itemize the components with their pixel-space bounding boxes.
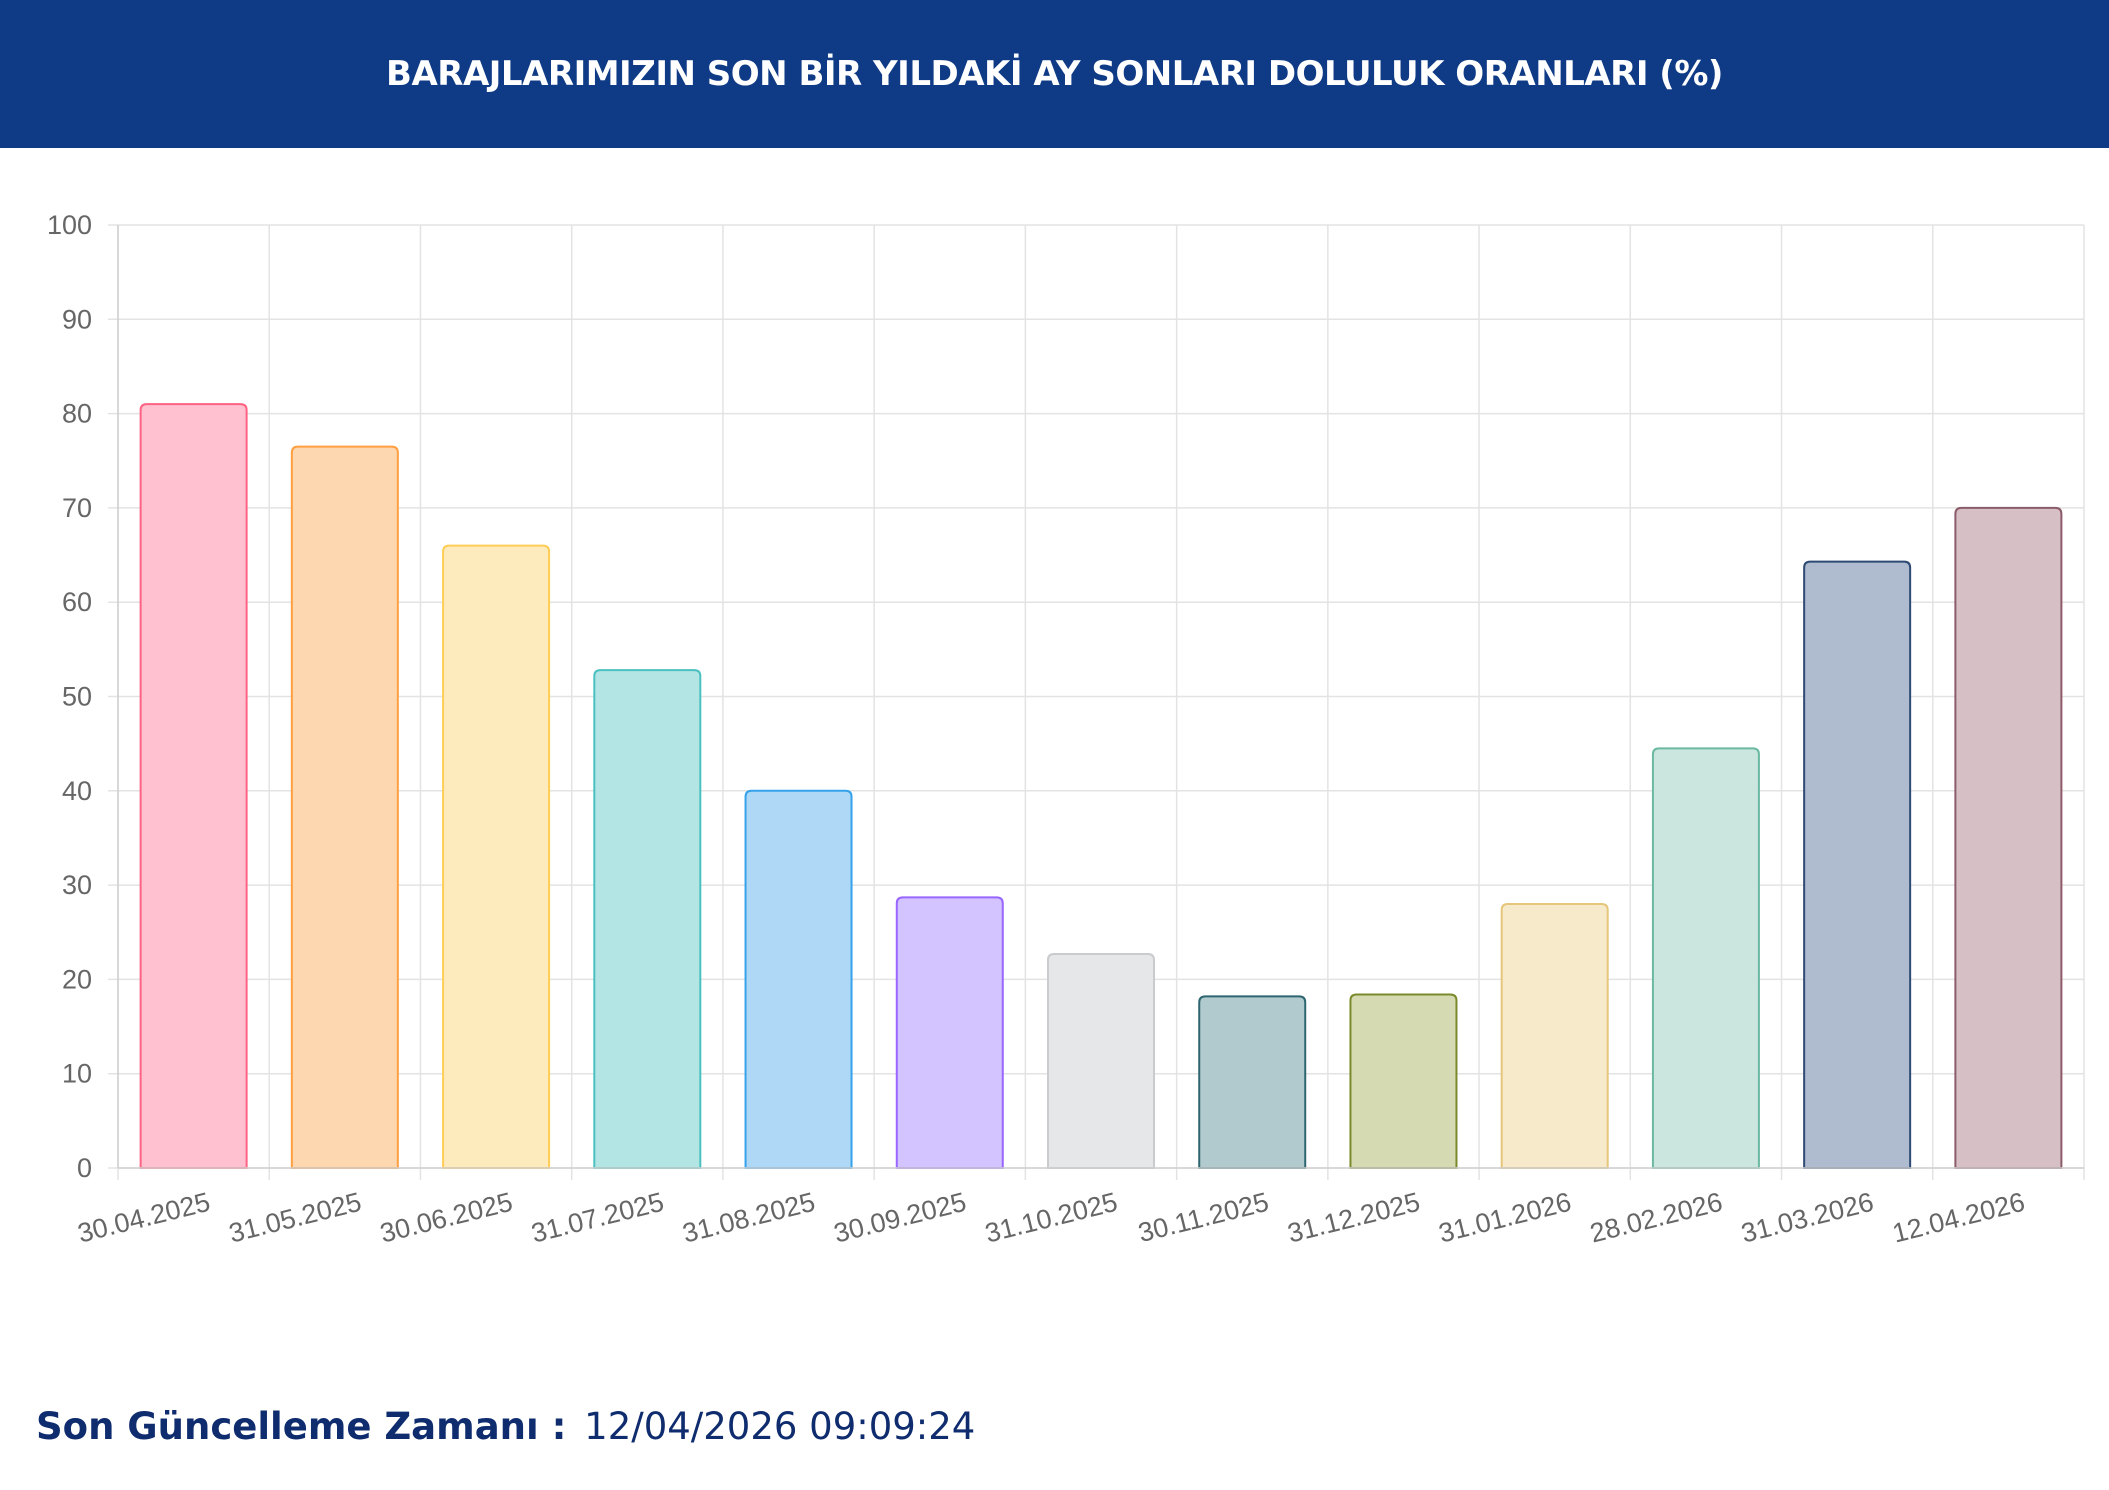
x-tick-label: 31.03.2026 (1738, 1187, 1876, 1249)
bar-30.04.2025 (139, 403, 248, 1169)
y-tick-label: 70 (62, 493, 92, 523)
bar-30.06.2025 (442, 544, 551, 1169)
x-tick-label: 31.12.2025 (1285, 1187, 1423, 1249)
bar-chart: 0 10 20 30 40 50 60 70 80 90 100 30.04.2025 31.05.2… (47, 210, 2085, 1249)
x-tick-label: 31.10.2025 (982, 1187, 1120, 1249)
x-tick-label: 31.01.2026 (1436, 1187, 1574, 1249)
y-tick-label: 50 (62, 682, 92, 712)
x-tick-label: 30.09.2025 (831, 1187, 969, 1249)
x-tick-label: 31.05.2025 (226, 1187, 364, 1249)
bar-31.03.2026 (1803, 560, 1912, 1169)
y-axis-tick-labels: 0 10 20 30 40 50 60 70 80 90 100 (47, 210, 92, 1183)
bar-31.12.2025 (1349, 993, 1458, 1169)
bar-12.04.2026 (1954, 506, 2063, 1169)
last-update-label: Son Güncelleme Zamanı : (36, 1405, 567, 1448)
last-update: Son Güncelleme Zamanı : 12/04/2026 09:09… (36, 1405, 975, 1448)
chart-axes (117, 225, 2084, 1169)
x-tick-label: 30.11.2025 (1135, 1187, 1271, 1248)
bar-30.09.2025 (895, 896, 1004, 1169)
x-tick-label: 31.07.2025 (528, 1187, 666, 1249)
bar-31.07.2025 (593, 669, 702, 1169)
x-tick-label: 30.06.2025 (377, 1187, 515, 1249)
bar-31.01.2026 (1500, 902, 1609, 1169)
y-tick-label: 40 (62, 776, 92, 806)
y-tick-label: 90 (62, 304, 92, 334)
y-tick-label: 10 (62, 1059, 92, 1089)
chart-bars (139, 403, 2063, 1169)
y-tick-label: 30 (62, 870, 92, 900)
x-tick-label: 31.08.2025 (680, 1187, 818, 1249)
y-tick-label: 100 (47, 210, 92, 240)
x-tick-label: 28.02.2026 (1587, 1187, 1725, 1249)
bar-31.08.2025 (744, 789, 853, 1169)
x-axis-tick-labels: 30.04.2025 31.05.2025 30.06.2025 31.07.2025… (75, 1187, 2028, 1249)
y-tick-label: 20 (62, 964, 92, 994)
page-title: BARAJLARIMIZIN SON BİR YILDAKİ AY SONLAR… (386, 54, 1723, 94)
bar-31.05.2025 (290, 445, 399, 1169)
last-update-value: 12/04/2026 09:09:24 (584, 1405, 976, 1448)
x-tick-label: 12.04.2026 (1889, 1187, 2027, 1249)
y-tick-label: 60 (62, 587, 92, 617)
bar-31.10.2025 (1047, 952, 1155, 1169)
bar-30.11.2025 (1198, 995, 1307, 1169)
bar-28.02.2026 (1651, 747, 1760, 1169)
y-tick-label: 0 (77, 1153, 92, 1183)
x-tick-label: 30.04.2025 (75, 1187, 213, 1249)
y-tick-label: 80 (62, 399, 92, 429)
header-bar: BARAJLARIMIZIN SON BİR YILDAKİ AY SONLAR… (0, 0, 2109, 148)
